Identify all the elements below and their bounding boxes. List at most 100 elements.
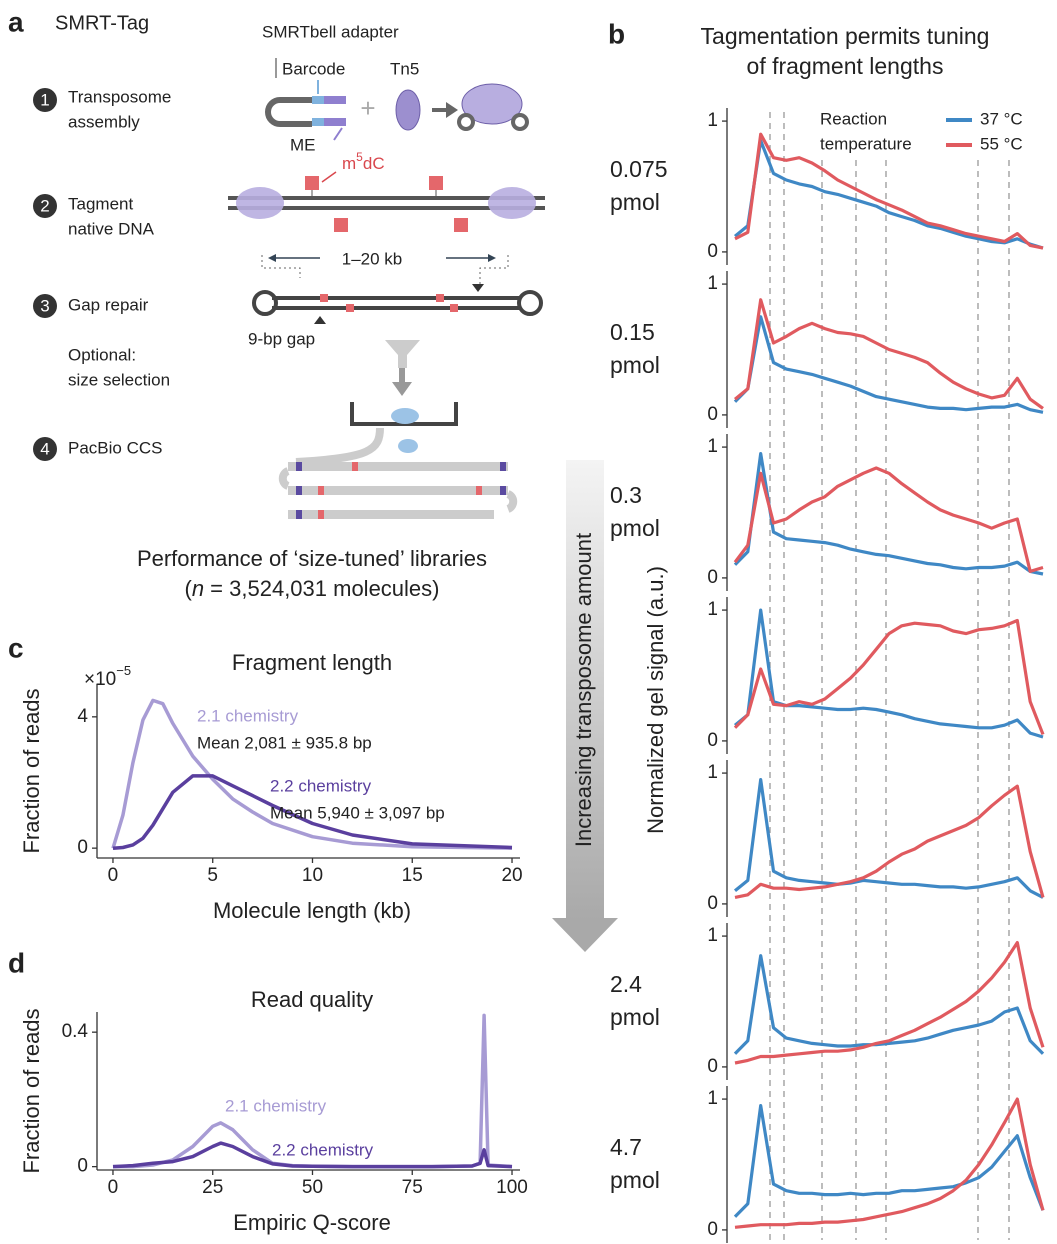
multiplier-base: ×10	[84, 669, 116, 690]
panel-title: Tagmentation permits tuning	[701, 23, 990, 49]
amount-label: pmol	[610, 1167, 660, 1193]
series-annotation: Mean 2,081 ± 935.8 bp	[197, 733, 372, 752]
x-tick-label: 5	[207, 865, 218, 886]
step-number: 1	[40, 90, 49, 109]
adapter-label: SMRTbell adapter	[262, 22, 399, 41]
y-tick-label: 0	[707, 567, 718, 588]
assembly-diagram: +	[265, 80, 529, 141]
methyl-label: m5dC	[342, 150, 385, 173]
barcode-label: Barcode	[282, 59, 345, 78]
signal-line	[734, 784, 1045, 899]
chart-title: Read quality	[251, 987, 373, 1012]
paren: (	[184, 576, 192, 601]
y-axis-label: Fraction of reads	[19, 688, 44, 853]
series-annotation: Mean 5,940 ± 3,097 bp	[270, 803, 445, 822]
x-tick-label: 0	[108, 1177, 119, 1198]
y-tick-label: 1	[707, 599, 718, 620]
signal-line	[733, 608, 1044, 739]
panel-letter: c	[8, 632, 24, 663]
signal-line	[733, 466, 1044, 573]
y-tick-label: 1	[707, 110, 718, 131]
signal-line	[733, 298, 1044, 410]
x-tick-label: 15	[402, 865, 423, 886]
panel-title: of fragment lengths	[747, 53, 944, 79]
performance-title: Performance of ‘size-tuned’ libraries	[137, 546, 487, 571]
step-label: Gap repair	[68, 295, 149, 314]
step-label: PacBio CCS	[68, 438, 162, 457]
amount-label: 4.7	[610, 1134, 642, 1160]
signal-line	[733, 315, 1044, 414]
y-tick-label: 0	[77, 837, 88, 858]
series-line	[112, 1141, 513, 1169]
amount-label: 0.15	[610, 319, 655, 345]
plus-sign: +	[360, 93, 375, 123]
legend-label: 37 °C	[980, 109, 1023, 128]
tagment-diagram	[228, 171, 545, 288]
x-tick-label: 0	[108, 865, 119, 886]
amount-label: 0.075	[610, 156, 668, 182]
step-number: 4	[40, 439, 49, 458]
series-label: 2.2 chemistry	[270, 776, 372, 795]
methyl-base: m	[342, 154, 356, 173]
y-tick-label: 0	[707, 1056, 718, 1077]
chart-title: Fragment length	[232, 650, 392, 675]
performance-subtitle: (n = 3,524,031 molecules)	[184, 576, 439, 601]
panel-letter: a	[8, 6, 24, 37]
legend-label: 55 °C	[980, 134, 1023, 153]
x-tick-label: 20	[501, 865, 522, 886]
ccs-diagram	[278, 402, 518, 519]
signal-line	[733, 618, 1045, 735]
signal-line	[733, 778, 1044, 899]
x-axis-label: Molecule length (kb)	[213, 898, 411, 923]
panel-title: SMRT-Tag	[55, 12, 149, 34]
step-label: native DNA	[68, 219, 155, 238]
step-markers: 1 2 3 4	[33, 88, 57, 461]
y-tick-label: 0.4	[62, 1021, 89, 1042]
amount-label: 2.4	[610, 971, 642, 997]
gap-label: 9-bp gap	[248, 329, 315, 348]
n-symbol: n	[192, 576, 204, 601]
signal-line	[733, 1104, 1045, 1218]
step-label: Tagment	[68, 194, 133, 213]
ladder-lines	[769, 112, 1010, 1240]
signal-line	[734, 941, 1045, 1065]
amount-label: pmol	[610, 515, 660, 541]
panel-letter: b	[608, 18, 625, 49]
signal-line	[733, 139, 1044, 250]
y-tick-label: 0	[707, 241, 718, 262]
y-tick-label: 0	[707, 730, 718, 751]
series-label: 2.1 chemistry	[225, 1096, 327, 1115]
signal-line	[733, 954, 1045, 1055]
arrow-label: Increasing transposome amount	[571, 533, 596, 847]
size-label: 1–20 kb	[342, 249, 403, 268]
x-tick-label: 10	[302, 865, 323, 886]
x-tick-label: 100	[496, 1177, 528, 1198]
step-number: 2	[40, 196, 49, 215]
step-label: Transposome	[68, 87, 171, 106]
series-line	[111, 698, 513, 850]
y-tick-label: 1	[707, 762, 718, 783]
amount-label: pmol	[610, 352, 660, 378]
series-line	[112, 774, 513, 850]
y-tick-label: 1	[707, 1088, 718, 1109]
signal-line	[734, 1097, 1045, 1229]
x-axis-label: Empiric Q-score	[233, 1210, 391, 1235]
signal-line	[734, 132, 1044, 250]
n-value: = 3,524,031 molecules)	[204, 576, 439, 601]
amount-label: 0.3	[610, 482, 642, 508]
y-tick-label: 1	[707, 436, 718, 457]
legend-title: Reaction	[820, 109, 887, 128]
amount-label: pmol	[610, 189, 660, 215]
tn5-label: Tn5	[390, 59, 419, 78]
y-tick-label: 4	[77, 706, 88, 727]
y-tick-label: 0	[707, 1219, 718, 1240]
legend-title: temperature	[820, 134, 912, 153]
series-label: 2.1 chemistry	[197, 706, 299, 725]
axis-multiplier: ×10−5	[84, 663, 131, 690]
y-tick-label: 1	[707, 925, 718, 946]
x-tick-label: 50	[302, 1177, 323, 1198]
y-axis-label: Normalized gel signal (a.u.)	[643, 566, 668, 834]
x-tick-label: 25	[202, 1177, 223, 1198]
x-tick-label: 75	[402, 1177, 423, 1198]
